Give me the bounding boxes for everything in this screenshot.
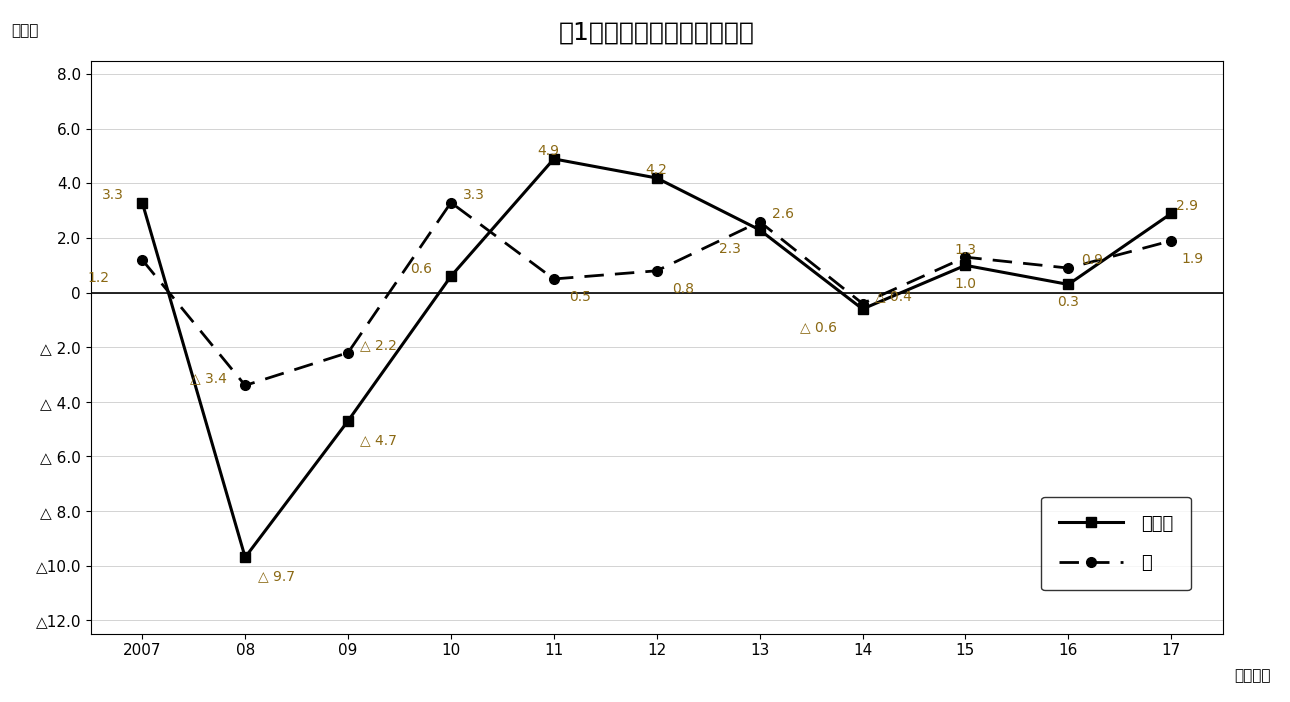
国 [444,199,459,207]
Text: △ 4.7: △ 4.7 [360,433,397,447]
愛知県 [134,199,150,207]
Text: 4.9: 4.9 [538,145,560,158]
Text: 2.6: 2.6 [771,207,793,221]
Text: 1.2: 1.2 [88,270,110,284]
Text: 1.3: 1.3 [955,242,977,256]
国 [649,267,664,275]
愛知県 [957,261,973,270]
Text: 1.0: 1.0 [955,277,977,291]
Text: 0.3: 0.3 [1058,295,1080,309]
愛知県 [546,154,561,163]
Text: △ 9.7: △ 9.7 [258,569,294,583]
Text: △ 2.2: △ 2.2 [360,338,397,352]
愛知県 [444,272,459,281]
Text: 1.9: 1.9 [1182,251,1204,265]
愛知県 [1060,280,1076,289]
愛知県 [237,553,253,562]
Text: （年度）: （年度） [1235,668,1271,683]
Title: 図1　実質経済成長率の推移: 図1 実質経済成長率の推移 [559,21,755,45]
Text: 2.3: 2.3 [720,242,742,256]
Text: 4.2: 4.2 [646,164,668,178]
Text: △ 0.6: △ 0.6 [800,319,837,333]
Text: 0.9: 0.9 [1081,253,1103,267]
Text: （％）: （％） [12,22,39,38]
Text: 3.3: 3.3 [463,188,485,202]
国 [546,274,561,283]
国 [1164,237,1179,245]
Text: 0.6: 0.6 [410,262,432,276]
愛知県 [752,225,768,234]
Line: 愛知県: 愛知県 [138,154,1176,562]
国 [1060,264,1076,272]
国 [134,256,150,264]
Text: 0.8: 0.8 [672,282,694,296]
愛知県 [855,305,871,313]
Text: △ 0.4: △ 0.4 [875,289,912,303]
Text: 2.9: 2.9 [1176,199,1198,213]
Line: 国: 国 [138,198,1176,390]
愛知県 [649,174,664,183]
Text: 3.3: 3.3 [102,188,124,202]
国 [341,348,356,357]
Legend: 愛知県, 国: 愛知県, 国 [1041,496,1191,590]
国 [752,218,768,226]
愛知県 [1164,209,1179,218]
国 [855,299,871,307]
Text: △ 3.4: △ 3.4 [190,371,227,385]
国 [237,381,253,390]
国 [957,253,973,261]
愛知県 [341,417,356,425]
Text: 0.5: 0.5 [569,290,591,304]
